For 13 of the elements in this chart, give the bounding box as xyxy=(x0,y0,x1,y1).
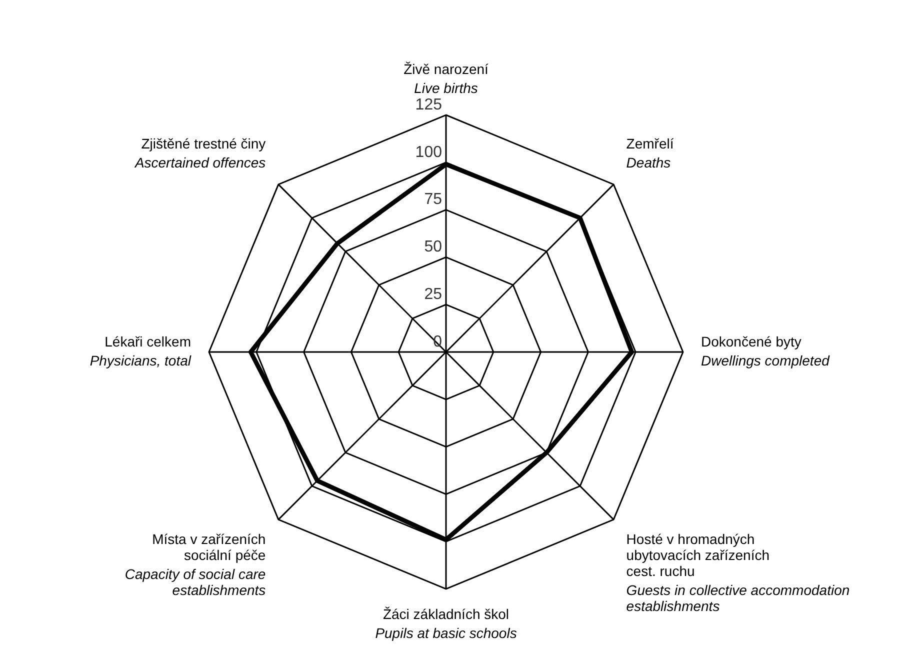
spoke-label: Dokončené byty Dwellings completed xyxy=(701,333,831,368)
spoke-label: Žáci základních škol Pupils at basic schools xyxy=(375,606,517,641)
spoke-label: Zemřelí Deaths xyxy=(626,136,674,171)
spoke-label: Místa v zařízeních sociální péče Capacity of social care establishments xyxy=(124,531,266,598)
y-tick-label: 50 xyxy=(424,238,442,256)
spoke-label: Zjištěné trestné činy Ascertained offences xyxy=(134,136,266,171)
y-tick-label: 125 xyxy=(415,96,442,114)
spoke-label: Hosté v hromadných ubytovacích zařízeních cest. ruchu Guests in collective accommodation establishments xyxy=(626,531,850,614)
spoke-label: Lékaři celkem Physicians, total xyxy=(90,333,192,368)
spoke-label: Živě narození Live births xyxy=(404,60,489,96)
y-tick-label: 100 xyxy=(415,144,442,161)
y-tick-label: 75 xyxy=(424,191,442,208)
y-tick-label: 25 xyxy=(424,286,442,304)
